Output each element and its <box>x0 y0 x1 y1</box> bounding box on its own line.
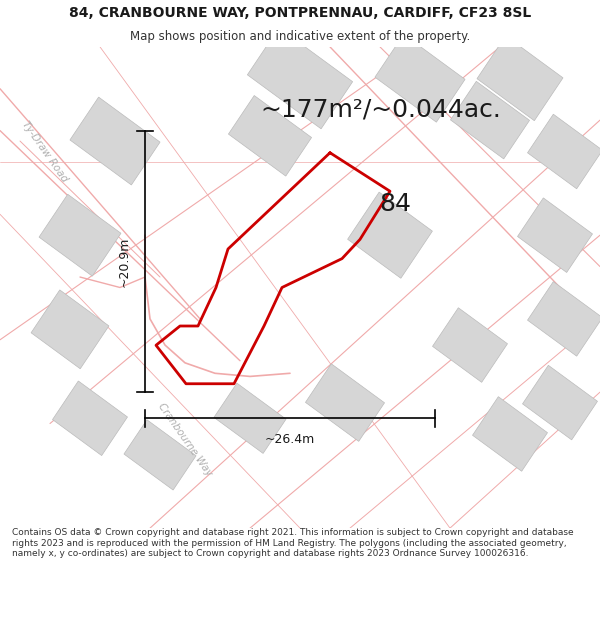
Polygon shape <box>214 383 286 453</box>
Polygon shape <box>229 96 311 176</box>
Polygon shape <box>527 114 600 189</box>
Polygon shape <box>523 365 598 440</box>
Text: Ty-Draw Road: Ty-Draw Road <box>20 119 70 184</box>
Text: 84: 84 <box>379 192 411 216</box>
Polygon shape <box>433 308 508 382</box>
Polygon shape <box>39 194 121 276</box>
Polygon shape <box>53 381 127 456</box>
Polygon shape <box>477 36 563 121</box>
Polygon shape <box>451 81 530 159</box>
Text: 84, CRANBOURNE WAY, PONTPRENNAU, CARDIFF, CF23 8SL: 84, CRANBOURNE WAY, PONTPRENNAU, CARDIFF… <box>69 6 531 20</box>
Text: Contains OS data © Crown copyright and database right 2021. This information is : Contains OS data © Crown copyright and d… <box>12 528 574 558</box>
Text: ~26.4m: ~26.4m <box>265 433 315 446</box>
Polygon shape <box>124 420 196 490</box>
Polygon shape <box>473 397 547 471</box>
Polygon shape <box>247 28 353 129</box>
Text: ~177m²/~0.044ac.: ~177m²/~0.044ac. <box>260 98 501 122</box>
Polygon shape <box>31 290 109 369</box>
Polygon shape <box>375 34 465 123</box>
Polygon shape <box>305 364 385 441</box>
Polygon shape <box>527 282 600 356</box>
Polygon shape <box>70 97 160 185</box>
Polygon shape <box>347 192 433 278</box>
Text: ~20.9m: ~20.9m <box>118 236 131 286</box>
Text: Map shows position and indicative extent of the property.: Map shows position and indicative extent… <box>130 30 470 43</box>
Text: Cranbourne Way: Cranbourne Way <box>156 401 214 478</box>
Polygon shape <box>518 198 592 272</box>
